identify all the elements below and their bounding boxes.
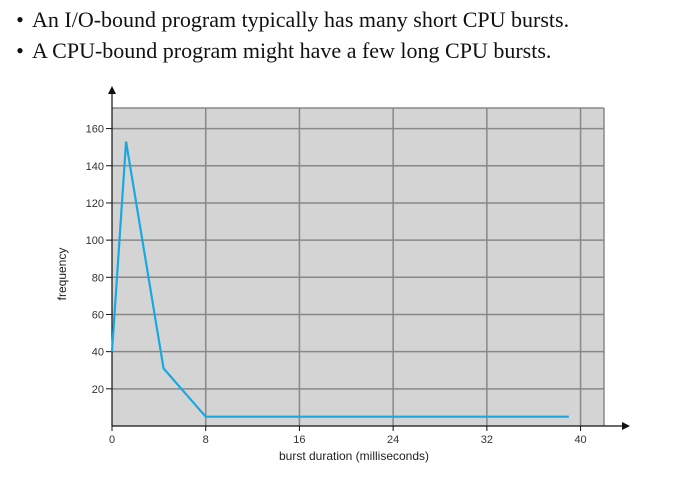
y-tick-label: 20 xyxy=(92,384,104,396)
tick-labels: 20 40 60 80 100 120 140 160 0 8 16 24 32 40 xyxy=(86,124,587,446)
y-tick-label: 100 xyxy=(86,235,104,247)
y-axis-label: frequency xyxy=(55,248,69,301)
burst-frequency-chart: 20 40 60 80 100 120 140 160 0 8 16 24 32 40 burst dur… xyxy=(55,86,630,463)
bullet-list: • An I/O-bound program typically has man… xyxy=(8,4,694,66)
x-tick-label: 8 xyxy=(203,434,209,446)
bullet-text-io-bound: An I/O-bound program typically has many … xyxy=(32,7,570,32)
y-tick-label: 120 xyxy=(86,198,104,210)
bullet-item-io-bound: • An I/O-bound program typically has man… xyxy=(8,4,694,35)
y-tick-label: 80 xyxy=(92,272,104,284)
x-tick-label: 24 xyxy=(387,434,399,446)
bullet-dot: • xyxy=(16,38,24,63)
y-tick-label: 40 xyxy=(92,347,104,359)
x-tick-label: 40 xyxy=(574,434,586,446)
series-line xyxy=(110,141,569,418)
bullet-dot: • xyxy=(16,7,24,32)
y-tick-label: 160 xyxy=(86,124,104,136)
bullet-text-cpu-bound: A CPU-bound program might have a few lon… xyxy=(32,38,552,63)
x-tick-label: 32 xyxy=(481,434,493,446)
x-axis-arrow xyxy=(622,422,630,430)
x-tick-label: 0 xyxy=(109,434,115,446)
grid-lines xyxy=(112,107,605,426)
x-axis-label: burst duration (milliseconds) xyxy=(279,449,429,463)
bullet-item-cpu-bound: • A CPU-bound program might have a few l… xyxy=(8,35,694,66)
axes xyxy=(108,86,630,430)
y-tick-label: 60 xyxy=(92,309,104,321)
y-tick-label: 140 xyxy=(86,161,104,173)
plot-background xyxy=(112,108,604,426)
y-axis-arrow xyxy=(108,86,116,94)
x-tick-label: 16 xyxy=(293,434,305,446)
